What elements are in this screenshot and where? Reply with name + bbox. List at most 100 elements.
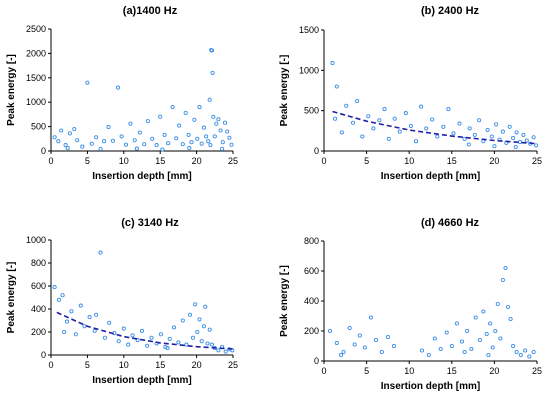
data-point	[357, 333, 362, 338]
data-point	[107, 320, 112, 325]
data-point	[216, 117, 221, 122]
data-point	[419, 348, 425, 353]
data-point	[371, 126, 376, 131]
data-point	[373, 337, 379, 343]
data-point	[523, 348, 528, 353]
data-point	[385, 334, 390, 340]
y-tick-label: 800	[31, 258, 46, 268]
data-point	[225, 129, 230, 134]
data-point	[449, 343, 454, 349]
data-point	[339, 130, 344, 135]
data-point	[472, 132, 477, 137]
data-point	[462, 136, 467, 141]
data-point	[59, 128, 64, 133]
x-tick-label: 20	[192, 360, 202, 370]
data-point	[145, 343, 150, 348]
data-point	[174, 136, 179, 141]
data-point	[115, 85, 121, 90]
data-point	[462, 349, 467, 355]
x-tick-label: 10	[404, 366, 414, 376]
data-point	[177, 123, 182, 128]
data-point	[176, 340, 181, 345]
y-tick-label: 1500	[26, 73, 46, 83]
data-point	[214, 121, 219, 126]
data-point	[392, 116, 397, 121]
data-point	[344, 103, 349, 108]
fit-curve	[56, 311, 234, 350]
data-point	[197, 317, 202, 322]
data-point	[438, 346, 443, 352]
data-point	[465, 328, 470, 334]
data-point	[485, 127, 490, 133]
data-point	[166, 141, 171, 146]
data-point	[180, 318, 185, 323]
data-point	[446, 107, 451, 112]
data-point	[207, 327, 212, 332]
data-point	[197, 105, 202, 110]
data-point	[403, 111, 408, 116]
data-point	[490, 345, 495, 350]
data-point	[73, 332, 78, 337]
data-point	[63, 143, 68, 148]
data-point	[94, 312, 99, 317]
data-point	[67, 131, 72, 136]
data-point	[473, 315, 478, 320]
data-point	[201, 324, 206, 329]
y-tick-label: 0	[41, 146, 46, 156]
x-tick-label: 10	[119, 360, 129, 370]
data-point	[457, 121, 462, 126]
data-point	[203, 304, 208, 309]
data-point	[352, 342, 357, 347]
data-point	[488, 321, 493, 326]
x-axis-label: Insertion depth [mm]	[381, 171, 480, 182]
data-point	[162, 132, 167, 137]
chart-title: (a)1400 Hz	[123, 5, 178, 17]
data-point	[130, 333, 135, 338]
data-point	[494, 122, 499, 127]
data-point	[527, 354, 532, 359]
data-point	[514, 130, 519, 135]
data-point	[334, 340, 339, 346]
data-point	[500, 277, 505, 283]
data-point	[330, 61, 335, 66]
data-point	[150, 136, 155, 141]
data-point	[201, 125, 206, 130]
data-point	[98, 146, 103, 152]
data-point	[459, 339, 465, 344]
data-point	[123, 142, 129, 147]
data-point	[350, 120, 356, 125]
data-point	[60, 293, 65, 298]
data-point	[222, 120, 228, 125]
y-tick-label: 1000	[26, 97, 46, 107]
data-point	[64, 319, 70, 324]
data-point	[517, 140, 523, 145]
x-tick-label: 20	[489, 366, 499, 376]
x-tick-label: 5	[85, 360, 90, 370]
data-point	[87, 315, 92, 320]
data-point	[206, 139, 211, 144]
y-tick-label: 0	[41, 350, 46, 360]
data-point	[424, 126, 429, 131]
data-point	[52, 135, 57, 140]
data-point	[89, 141, 94, 146]
data-point	[110, 138, 115, 143]
data-point	[220, 140, 225, 145]
y-tick-label: 500	[304, 106, 319, 116]
data-point	[121, 326, 126, 331]
chart-title: (c) 3140 Hz	[121, 217, 179, 229]
data-point	[377, 118, 382, 123]
data-point	[524, 138, 529, 143]
data-point	[426, 352, 431, 358]
data-point	[220, 146, 225, 152]
data-point	[513, 144, 518, 150]
y-tick-label: 600	[31, 281, 46, 291]
data-point	[366, 114, 371, 119]
data-point	[94, 135, 99, 140]
data-point	[408, 123, 413, 129]
data-point	[183, 110, 188, 115]
data-point	[507, 124, 512, 129]
data-point	[386, 136, 391, 141]
x-tick-label: 20	[489, 156, 499, 166]
data-point	[333, 116, 338, 121]
